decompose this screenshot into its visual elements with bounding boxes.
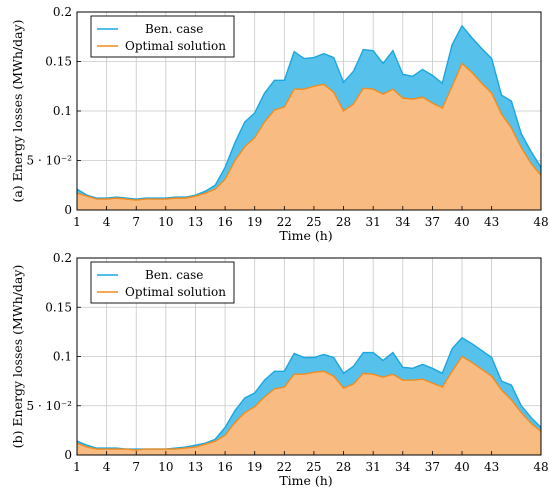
x-tick-label: 19 [247,215,262,229]
x-tick-label: 31 [366,215,381,229]
y-tick-label: 0 [64,203,72,217]
x-axis-label: Time (h) [279,228,332,243]
x-tick-label: 48 [533,215,548,229]
series-area-optimal [77,356,541,455]
series-line-optimal [76,62,542,201]
x-tick-label: 40 [454,215,469,229]
x-axis-label: Time (h) [279,473,332,488]
x-tick-label: 10 [158,460,173,474]
x-tick-label: 37 [425,215,440,229]
x-tick-label: 10 [158,215,173,229]
legend-label-optimal: Optimal solution [125,39,226,53]
y-tick-label: 0 [64,448,72,462]
legend-label-optimal: Optimal solution [125,285,226,299]
x-tick-label: 40 [454,460,469,474]
x-tick-label: 34 [395,460,411,474]
x-tick-label: 25 [306,460,321,474]
x-tick-label: 13 [188,460,203,474]
x-tick-label: 48 [533,460,548,474]
x-tick-label: 37 [425,460,440,474]
y-tick-label: 0.2 [53,5,72,19]
x-tick-label: 43 [484,460,499,474]
y-tick-label: 5 · 10⁻² [27,154,73,168]
x-tick-label: 31 [366,460,381,474]
x-tick-label: 1 [73,215,81,229]
x-tick-label: 13 [188,215,203,229]
x-tick-label: 28 [336,460,351,474]
series-line-benchmark [76,24,542,200]
legend-label-benchmark: Ben. case [145,22,203,36]
x-tick-label: 34 [395,215,411,229]
x-tick-label: 4 [103,460,111,474]
legend-box [90,15,235,58]
x-tick-label: 7 [132,215,140,229]
legend-box [90,261,235,304]
x-tick-label: 7 [132,460,140,474]
x-tick-label: 25 [306,215,321,229]
series-line-optimal [76,355,542,451]
y-tick-label: 5 · 10⁻² [27,399,73,413]
y-tick-label: 0.2 [53,251,72,265]
x-tick-label: 22 [277,460,292,474]
x-tick-label: 22 [277,215,292,229]
legend-label-benchmark: Ben. case [145,268,203,282]
y-tick-label: 0.15 [45,55,72,69]
y-axis-label: (b) Energy losses (MWh/day) [10,265,25,449]
y-axis-label: (a) Energy losses (MWh/day) [10,19,25,202]
x-tick-label: 28 [336,215,351,229]
x-tick-label: 19 [247,460,262,474]
x-tick-label: 16 [217,215,232,229]
y-tick-label: 0.1 [53,350,72,364]
y-tick-label: 0.15 [45,300,72,314]
chart-panel-a: 1 4 7 10 13 16 19 22 25 28 31 34 37 40 43 48 0 5 · 10⁻² 0.… [10,5,549,243]
x-tick-label: 16 [217,460,232,474]
x-tick-label: 4 [103,215,111,229]
series-area-optimal [77,63,541,211]
x-tick-label: 43 [484,215,499,229]
chart-panel-b: 1 4 7 10 13 16 19 22 25 28 31 34 37 40 43 48 0 5 · 10⁻² 0.… [10,251,549,488]
y-tick-label: 0.1 [53,104,72,118]
x-tick-label: 1 [73,460,81,474]
